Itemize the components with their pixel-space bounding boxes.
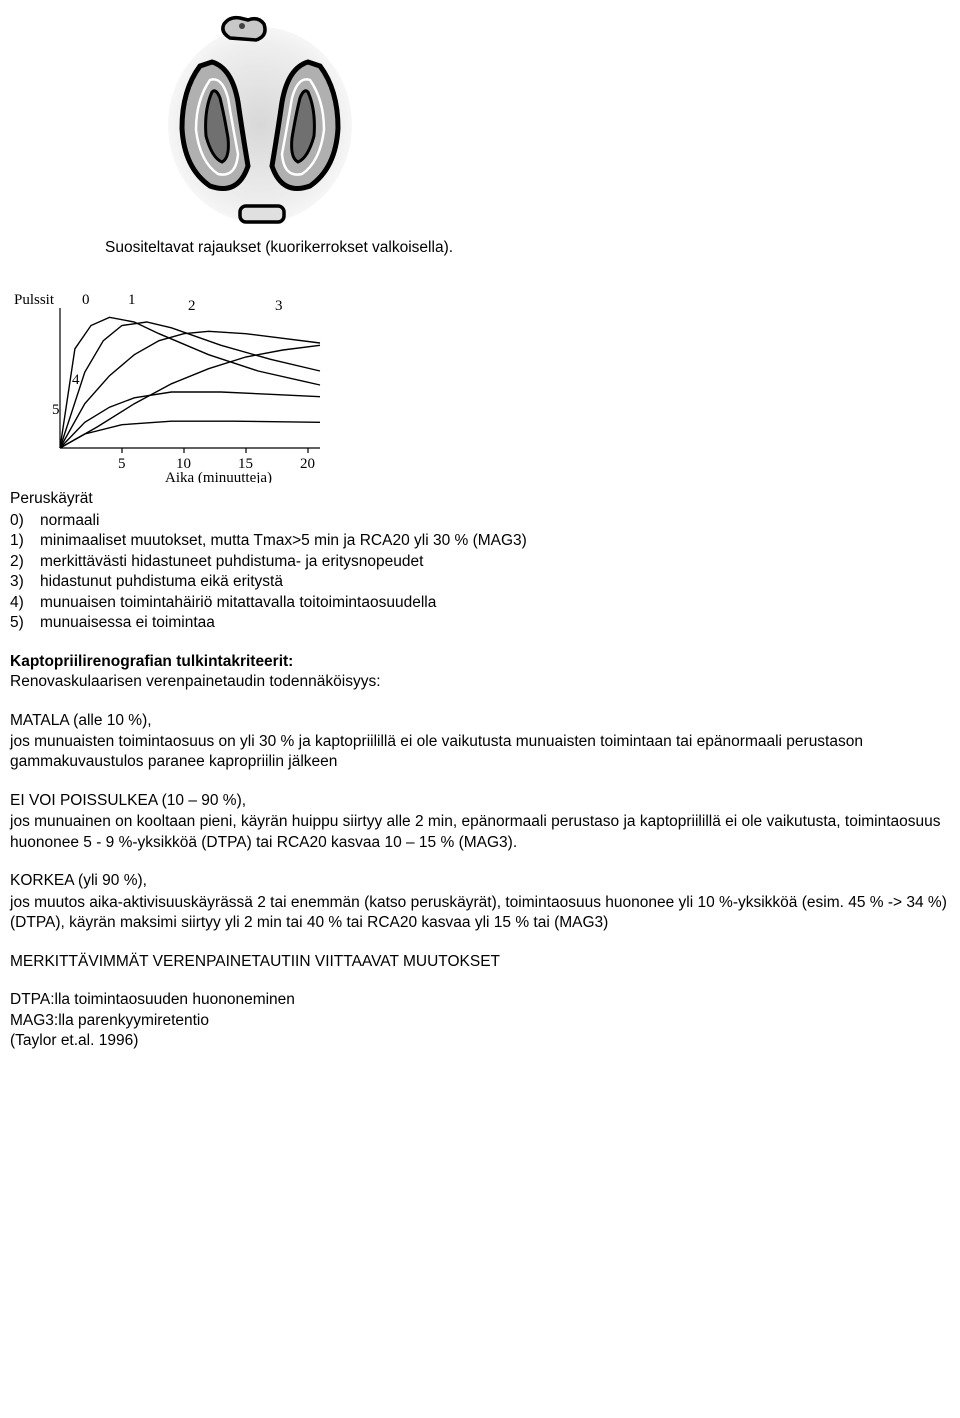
high-body: jos muutos aika-aktivisuuskäyrässä 2 tai… bbox=[10, 893, 950, 934]
mid-title: EI VOI POISSULKEA (10 – 90 %), bbox=[10, 791, 950, 811]
list-item: 1) minimaaliset muutokset, mutta Tmax>5 … bbox=[10, 531, 950, 551]
footer-line-3: (Taylor et.al. 1996) bbox=[10, 1031, 950, 1051]
curve-4 bbox=[60, 392, 320, 448]
list-item: 5) munuaisessa ei toimintaa bbox=[10, 613, 950, 633]
curve-label-2: 2 bbox=[188, 298, 196, 314]
low-title: MATALA (alle 10 %), bbox=[10, 711, 950, 731]
curve-label-3: 3 bbox=[275, 298, 283, 314]
baseline-curves-list: Peruskäyrät 0) normaali 1) minimaaliset … bbox=[10, 489, 950, 633]
probability-mid: EI VOI POISSULKEA (10 – 90 %), jos munua… bbox=[10, 791, 950, 853]
high-title: KORKEA (yli 90 %), bbox=[10, 871, 950, 891]
baseline-heading: Peruskäyrät bbox=[10, 489, 950, 509]
list-item: 2) merkittävästi hidastuneet puhdistuma-… bbox=[10, 552, 950, 572]
footer-line-2: MAG3:lla parenkyymiretentio bbox=[10, 1011, 950, 1031]
figure-time-activity-curves: Pulssit 5 10 15 20 Aika (minuutteja) bbox=[10, 288, 950, 483]
chart-ylabel: Pulssit bbox=[14, 292, 55, 308]
probability-high: KORKEA (yli 90 %), jos muutos aika-aktiv… bbox=[10, 871, 950, 933]
list-item: 0) normaali bbox=[10, 511, 950, 531]
curve-label-0: 0 bbox=[82, 292, 90, 308]
low-body: jos munuaisten toimintaosuus on yli 30 %… bbox=[10, 732, 950, 773]
footer-line-1: DTPA:lla toimintaosuuden huononeminen bbox=[10, 990, 950, 1010]
curve-3 bbox=[60, 346, 320, 449]
probability-low: MATALA (alle 10 %), jos munuaisten toimi… bbox=[10, 711, 950, 773]
figure-kidney-roi bbox=[160, 10, 360, 230]
footer-block: DTPA:lla toimintaosuuden huononeminen MA… bbox=[10, 990, 950, 1051]
curve-1 bbox=[60, 322, 320, 448]
mid-body: jos munuainen on kooltaan pieni, käyrän … bbox=[10, 812, 950, 853]
curve-0 bbox=[60, 318, 320, 449]
criteria-heading: Kaptopriilirenografian tulkintakriteerit… bbox=[10, 652, 950, 672]
curve-label-5: 5 bbox=[52, 402, 60, 418]
criteria-sub: Renovaskulaarisen verenpainetaudin toden… bbox=[10, 672, 950, 692]
list-item: 4) munuaisen toimintahäiriö mitattavalla… bbox=[10, 593, 950, 613]
curve-label-1: 1 bbox=[128, 292, 136, 308]
figure1-caption: Suositeltavat rajaukset (kuorikerrokset … bbox=[105, 238, 950, 258]
svg-text:20: 20 bbox=[300, 456, 315, 472]
document-page: Suositeltavat rajaukset (kuorikerrokset … bbox=[0, 10, 960, 1091]
chart-xlabel: Aika (minuutteja) bbox=[165, 470, 272, 483]
major-changes-heading: MERKITTÄVIMMÄT VERENPAINETAUTIIN VIITTAA… bbox=[10, 952, 950, 972]
curve-label-4: 4 bbox=[72, 372, 80, 388]
list-item: 3) hidastunut puhdistuma eikä eritystä bbox=[10, 572, 950, 592]
svg-text:5: 5 bbox=[118, 456, 126, 472]
criteria-block: Kaptopriilirenografian tulkintakriteerit… bbox=[10, 652, 950, 693]
